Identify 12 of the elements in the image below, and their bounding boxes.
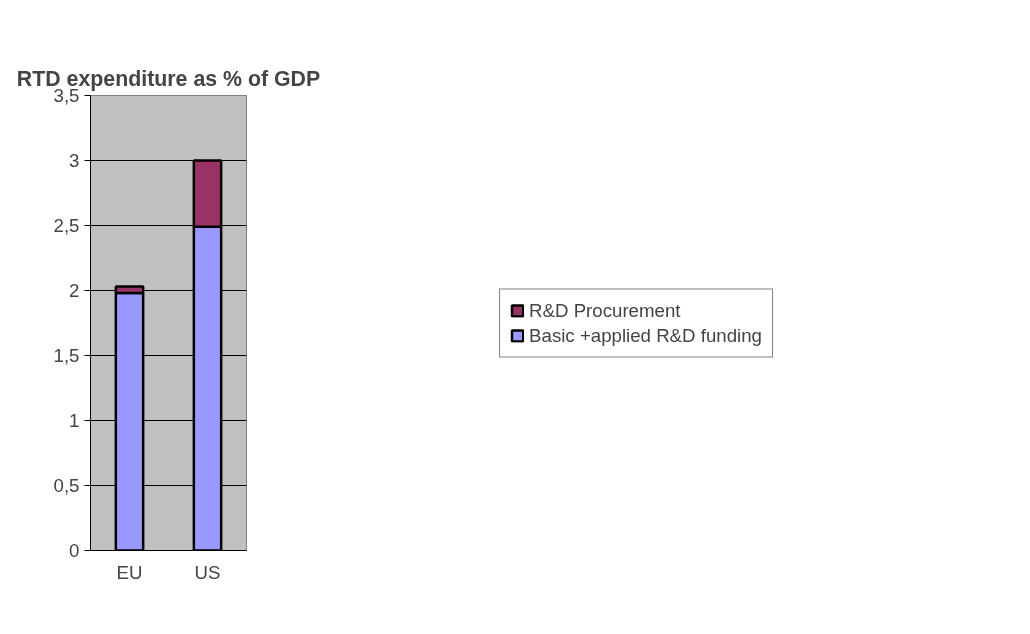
y-tick-label: 3 — [69, 150, 80, 171]
legend-label: R&D Procurement — [529, 299, 681, 321]
y-tick-label: 3,5 — [53, 85, 80, 106]
legend-label: Basic +applied R&D funding — [529, 324, 762, 346]
y-tick-label: 0 — [69, 540, 80, 561]
y-tick-label: 2,5 — [53, 215, 80, 236]
y-tick-label: 1,5 — [53, 345, 80, 366]
y-tick-label: 2 — [69, 280, 80, 301]
y-tick-label: 1 — [69, 410, 80, 431]
x-tick-label: EU — [116, 561, 143, 583]
y-tick-label: 0,5 — [53, 475, 80, 496]
x-tick-label: US — [194, 561, 221, 583]
